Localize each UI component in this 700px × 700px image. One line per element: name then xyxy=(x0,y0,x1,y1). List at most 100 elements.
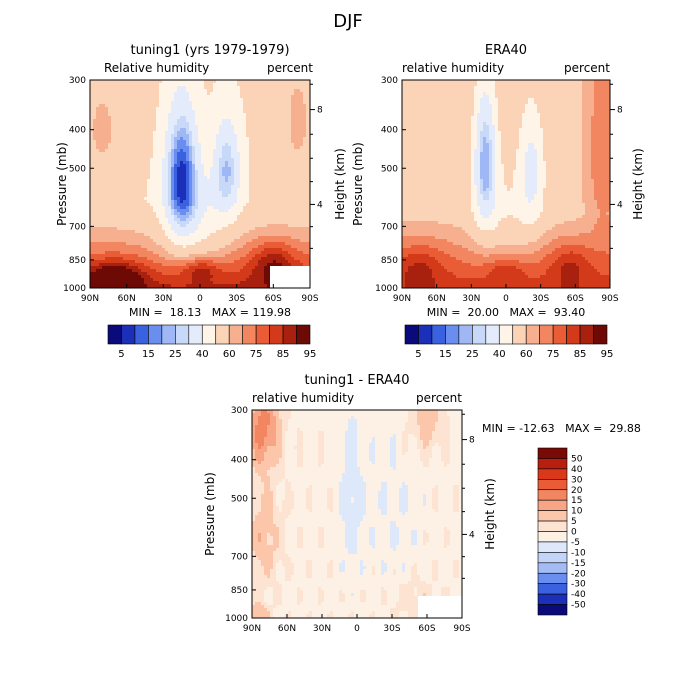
contour-cell xyxy=(150,194,154,198)
contour-cell xyxy=(153,242,157,246)
contour-cell xyxy=(291,203,295,207)
contour-cell xyxy=(231,113,235,117)
contour-cell xyxy=(192,263,196,267)
contour-cell xyxy=(132,185,136,189)
contour-cell xyxy=(162,140,166,144)
contour-cell xyxy=(156,194,160,198)
contour-cell xyxy=(261,170,265,174)
contour-cell xyxy=(213,257,217,261)
contour-cell xyxy=(96,227,100,231)
contour-cell xyxy=(234,191,238,195)
contour-cell xyxy=(177,179,181,183)
contour-cell xyxy=(201,275,205,279)
contour-cell xyxy=(126,155,130,159)
contour-cell xyxy=(294,134,298,138)
contour-cell xyxy=(264,143,268,147)
contour-cell xyxy=(129,188,133,192)
contour-cell xyxy=(210,143,214,147)
contour-cell xyxy=(264,113,268,117)
contour-cell xyxy=(183,188,187,192)
contour-cell xyxy=(174,167,178,171)
contour-cell xyxy=(243,107,247,111)
contour-cell xyxy=(180,161,184,165)
contour-cell xyxy=(288,263,292,267)
contour-cell xyxy=(90,254,94,258)
contour-cell xyxy=(159,266,163,270)
contour-cell xyxy=(93,92,97,96)
contour-cell xyxy=(168,278,172,282)
contour-cell xyxy=(177,284,181,288)
contour-cell xyxy=(219,89,223,93)
contour-cell xyxy=(216,152,220,156)
contour-cell xyxy=(93,173,97,177)
contour-cell xyxy=(246,191,250,195)
contour-cell xyxy=(153,236,157,240)
contour-cell xyxy=(138,116,142,120)
contour-cell xyxy=(249,83,253,87)
contour-cell xyxy=(201,245,205,249)
contour-cell xyxy=(156,260,160,264)
contour-cell xyxy=(168,227,172,231)
contour-cell xyxy=(111,83,115,87)
contour-cell xyxy=(210,89,214,93)
contour-cell xyxy=(201,107,205,111)
contour-cell xyxy=(210,101,214,105)
contour-cell xyxy=(141,131,145,135)
contour-cell xyxy=(171,260,175,264)
contour-cell xyxy=(129,116,133,120)
contour-cell xyxy=(291,131,295,135)
contour-cell xyxy=(99,155,103,159)
contour-cell xyxy=(252,224,256,228)
contour-cell xyxy=(273,230,277,234)
contour-cell xyxy=(213,98,217,102)
contour-cell xyxy=(108,98,112,102)
contour-cell xyxy=(252,215,256,219)
contour-cell xyxy=(186,182,190,186)
contour-cell xyxy=(90,107,94,111)
contour-cell xyxy=(222,257,226,261)
contour-cell xyxy=(180,86,184,90)
contour-cell xyxy=(231,203,235,207)
contour-cell xyxy=(168,137,172,141)
contour-cell xyxy=(123,254,127,258)
contour-cell xyxy=(114,125,118,129)
contour-cell xyxy=(216,284,220,288)
contour-cell xyxy=(96,191,100,195)
contour-cell xyxy=(231,137,235,141)
contour-cell xyxy=(297,185,301,189)
contour-cell xyxy=(153,89,157,93)
contour-cell xyxy=(126,143,130,147)
contour-cell xyxy=(99,248,103,252)
contour-cell xyxy=(240,86,244,90)
contour-cell xyxy=(99,152,103,156)
contour-cell xyxy=(99,146,103,150)
contour-cell xyxy=(291,239,295,243)
contour-cell xyxy=(171,224,175,228)
contour-cell xyxy=(258,191,262,195)
contour-cell xyxy=(222,176,226,180)
contour-cell xyxy=(258,128,262,132)
contour-cell xyxy=(270,191,274,195)
contour-cell xyxy=(273,206,277,210)
contour-cell xyxy=(210,170,214,174)
contour-cell xyxy=(150,83,154,87)
contour-cell xyxy=(249,89,253,93)
contour-cell xyxy=(162,167,166,171)
contour-cell xyxy=(126,176,130,180)
contour-cell xyxy=(267,242,271,246)
contour-cell xyxy=(300,134,304,138)
contour-cell xyxy=(270,128,274,132)
contour-cell xyxy=(174,260,178,264)
contour-cell xyxy=(222,236,226,240)
contour-cell xyxy=(243,110,247,114)
contour-cell xyxy=(195,194,199,198)
contour-cell xyxy=(225,116,229,120)
contour-cell xyxy=(234,200,238,204)
contour-cell xyxy=(150,242,154,246)
contour-cell xyxy=(249,176,253,180)
contour-cell xyxy=(228,200,232,204)
contour-cell xyxy=(240,140,244,144)
contour-cell xyxy=(264,197,268,201)
contour-cell xyxy=(156,131,160,135)
contour-cell xyxy=(138,89,142,93)
